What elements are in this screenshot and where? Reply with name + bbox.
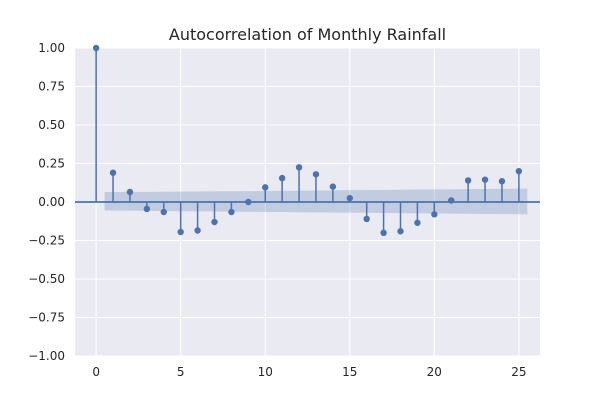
y-tick-label: 1.00 [38,41,65,55]
axes: 0 5 10 15 20 25 −1.00 −0.75 −0.50 −0.25 0.00 0.25 0.… [28,41,526,379]
acf-marker-lag-5 [177,228,184,236]
acf-marker-lag-13 [312,171,320,178]
x-tick-label: 5 [177,365,185,379]
acf-marker-lag-16 [363,215,370,223]
acf-marker-lag-23 [481,176,489,183]
acf-marker-lag-18 [397,228,404,235]
acf-marker-lag-3 [143,205,151,213]
acf-marker-lag-19 [414,219,421,226]
x-tick-label: 15 [342,365,357,379]
x-tick-label: 20 [427,365,442,379]
acf-marker-lag-8 [228,208,235,216]
x-tick-label: 10 [258,365,273,379]
acf-marker-lag-17 [380,229,387,236]
y-tick-label: 0.25 [38,157,65,171]
acf-marker-lag-22 [464,177,472,184]
acf-marker-lag-24 [498,178,506,185]
y-tick-label: −1.00 [28,349,65,363]
acf-marker-lag-15 [346,194,353,202]
chart-title: Autocorrelation of Monthly Rainfall [169,25,446,44]
x-tick-label: 25 [511,365,526,379]
acf-stems [75,44,540,236]
x-tick-label: 0 [92,365,100,379]
acf-marker-lag-11 [278,174,286,182]
acf-marker-lag-14 [329,183,337,190]
acf-marker-lag-7 [211,218,218,226]
y-tick-label: 0.50 [38,118,65,132]
y-tick-label: −0.25 [28,234,65,248]
y-tick-label: 0.75 [38,80,65,94]
acf-marker-lag-10 [262,184,269,191]
y-tick-label: −0.50 [28,272,65,286]
acf-marker-lag-4 [160,208,167,216]
acf-marker-lag-1 [109,169,117,176]
acf-marker-lag-2 [126,188,134,196]
acf-marker-lag-6 [194,227,201,234]
acf-marker-lag-20 [431,211,438,218]
acf-marker-lag-0 [92,44,100,52]
acf-marker-lag-25 [515,168,523,175]
acf-marker-lag-12 [295,164,303,171]
y-tick-label: 0.00 [38,195,65,209]
y-tick-label: −0.75 [28,311,65,325]
